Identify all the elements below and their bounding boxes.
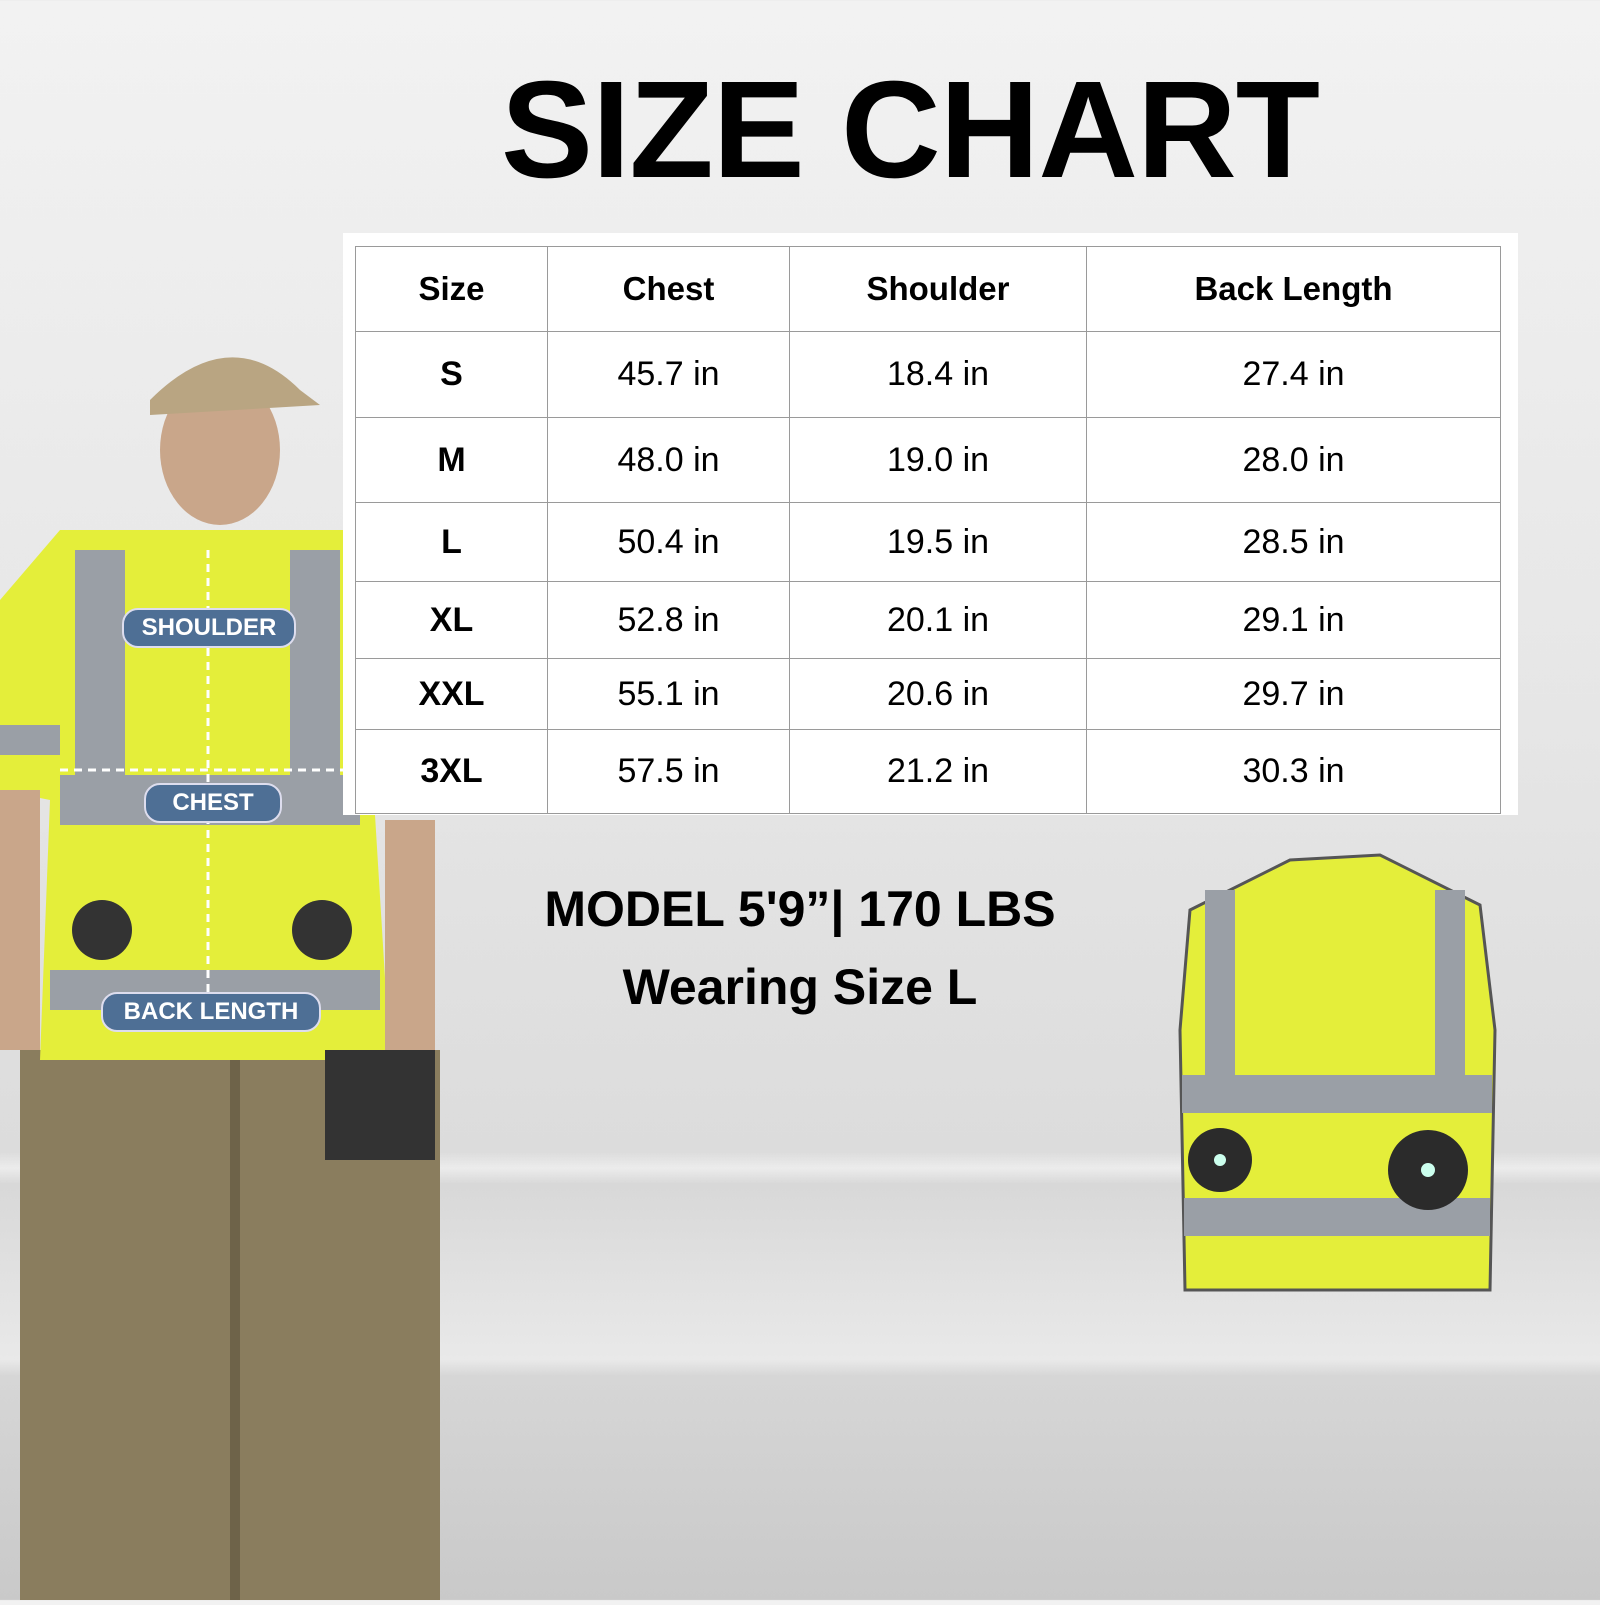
- cell-size: XL: [355, 581, 548, 659]
- cell-chest: 50.4 in: [547, 502, 790, 582]
- cell-size: S: [355, 331, 548, 418]
- cell-chest: 55.1 in: [547, 658, 790, 730]
- cell-back-length: 29.7 in: [1086, 658, 1501, 730]
- vest-product-image: [1170, 850, 1500, 1310]
- cell-back-length: 29.1 in: [1086, 581, 1501, 659]
- cell-chest: 45.7 in: [547, 331, 790, 418]
- chest-label: CHEST: [144, 783, 282, 823]
- table-row: XXL 55.1 in 20.6 in 29.7 in: [355, 658, 1501, 730]
- model-size: Wearing Size L: [622, 959, 978, 1015]
- cell-shoulder: 21.2 in: [789, 729, 1087, 814]
- cell-chest: 52.8 in: [547, 581, 790, 659]
- model-info: MODEL 5'9”| 170 LBS Wearing Size L: [440, 870, 1160, 1026]
- size-chart-table: Size Chest Shoulder Back Length S 45.7 in…: [343, 233, 1518, 815]
- model-measurements: MODEL 5'9”| 170 LBS: [544, 881, 1056, 937]
- cell-chest: 57.5 in: [547, 729, 790, 814]
- cell-back-length: 28.5 in: [1086, 502, 1501, 582]
- header-back-length: Back Length: [1086, 246, 1501, 332]
- page-title: SIZE CHART: [501, 53, 1320, 207]
- table-row: L 50.4 in 19.5 in 28.5 in: [355, 502, 1501, 582]
- cell-size: L: [355, 502, 548, 582]
- header-chest: Chest: [547, 246, 790, 332]
- cell-back-length: 28.0 in: [1086, 417, 1501, 503]
- cell-shoulder: 19.5 in: [789, 502, 1087, 582]
- header-size: Size: [355, 246, 548, 332]
- cell-chest: 48.0 in: [547, 417, 790, 503]
- table-row: 3XL 57.5 in 21.2 in 30.3 in: [355, 729, 1501, 814]
- cell-size: M: [355, 417, 548, 503]
- cell-shoulder: 19.0 in: [789, 417, 1087, 503]
- cell-back-length: 30.3 in: [1086, 729, 1501, 814]
- shoulder-label: SHOULDER: [122, 608, 296, 648]
- table-header-row: Size Chest Shoulder Back Length: [355, 246, 1501, 332]
- table-row: XL 52.8 in 20.1 in 29.1 in: [355, 581, 1501, 659]
- cell-size: 3XL: [355, 729, 548, 814]
- model-photo: SHOULDER CHEST BACK LENGTH: [0, 330, 450, 1605]
- cell-back-length: 27.4 in: [1086, 331, 1501, 418]
- cell-shoulder: 20.6 in: [789, 658, 1087, 730]
- cell-shoulder: 20.1 in: [789, 581, 1087, 659]
- table-row: S 45.7 in 18.4 in 27.4 in: [355, 331, 1501, 418]
- back-length-label: BACK LENGTH: [101, 992, 321, 1032]
- header-shoulder: Shoulder: [789, 246, 1087, 332]
- cell-shoulder: 18.4 in: [789, 331, 1087, 418]
- table-row: M 48.0 in 19.0 in 28.0 in: [355, 417, 1501, 503]
- cell-size: XXL: [355, 658, 548, 730]
